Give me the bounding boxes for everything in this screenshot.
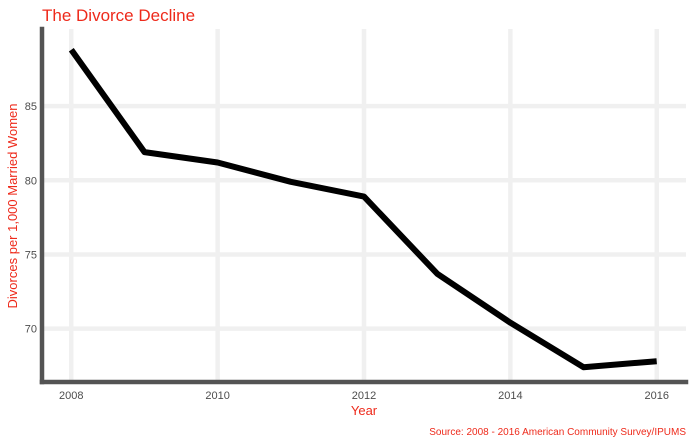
source-caption: Source: 2008 - 2016 American Community S… [429, 427, 686, 438]
y-axis-title: Divorces per 1,000 Married Women [5, 104, 20, 309]
x-tick-label: 2014 [498, 390, 522, 402]
x-tick-label: 2010 [205, 390, 229, 402]
y-tick-label: 80 [25, 175, 37, 187]
x-tick-labels: 2008 2010 2012 2014 2016 [59, 390, 669, 402]
x-tick-label: 2016 [644, 390, 668, 402]
y-tick-label: 75 [25, 249, 37, 261]
y-tick-labels: 70 75 80 85 [25, 101, 37, 335]
horizontal-gridlines [42, 103, 686, 331]
y-tick-label: 70 [25, 324, 37, 336]
x-axis-title: Year [351, 403, 378, 418]
x-tick-label: 2008 [59, 390, 83, 402]
y-tick-label: 85 [25, 101, 37, 113]
series-line [68, 48, 657, 371]
x-tick-label: 2012 [352, 390, 376, 402]
chart-title: The Divorce Decline [42, 6, 195, 25]
